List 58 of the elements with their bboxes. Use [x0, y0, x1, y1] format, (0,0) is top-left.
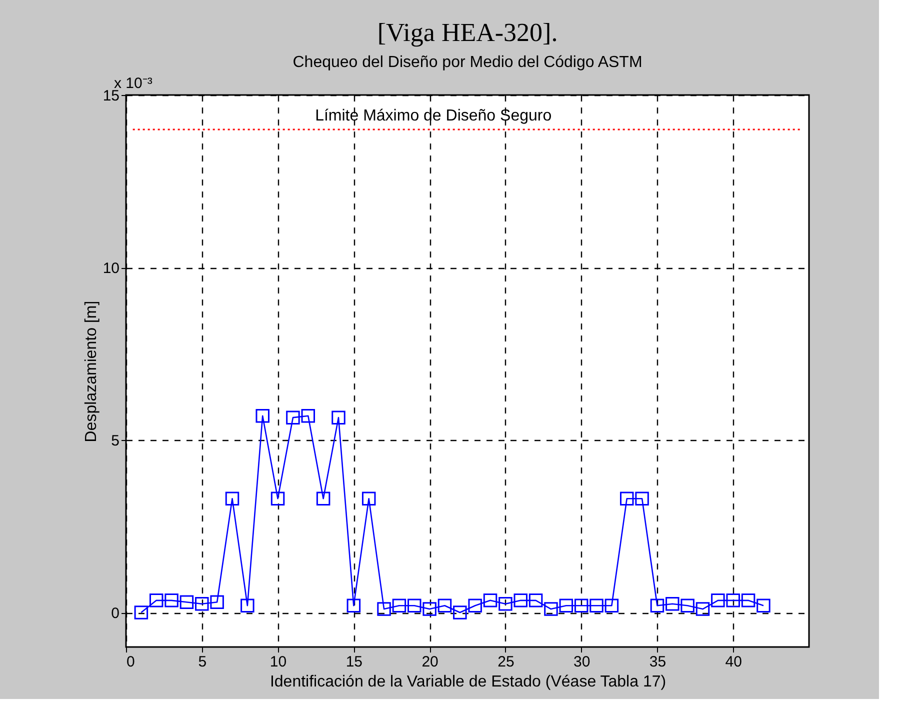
point [574, 598, 588, 612]
point [362, 492, 376, 506]
point [392, 598, 406, 612]
y-axis-title: Desplazamiento [m] [82, 300, 100, 442]
point [164, 594, 178, 608]
x-tick-label: 15 [346, 654, 363, 670]
point [286, 410, 300, 424]
point [377, 602, 391, 616]
point [240, 598, 254, 612]
point [408, 598, 422, 612]
y-tick-label: 5 [111, 432, 120, 450]
point [666, 597, 680, 611]
x-tick-label: 25 [498, 654, 514, 670]
point [210, 595, 224, 610]
x-tick-label: 20 [422, 654, 438, 670]
x-tick-label: 0 [126, 654, 135, 670]
x-tick-label: 30 [573, 654, 590, 670]
point [225, 492, 240, 506]
point [559, 598, 574, 612]
y-tick-label: 10 [102, 260, 120, 277]
point [422, 602, 436, 616]
x-tick-label: 40 [725, 654, 742, 670]
point [528, 594, 543, 608]
point [468, 598, 482, 612]
x-tick-label: 35 [649, 654, 666, 670]
point [680, 598, 694, 612]
y-tick-label: 0 [111, 605, 120, 622]
point [498, 597, 512, 611]
point [180, 595, 194, 610]
point [346, 598, 361, 612]
point [590, 598, 604, 612]
point [332, 410, 346, 424]
point [301, 408, 316, 423]
point [453, 606, 467, 620]
chart-title: Chequeo del Diseño por Medio del Código ASTM [292, 54, 642, 71]
text: [Viga HEA-320]. [377, 18, 558, 47]
point [620, 492, 634, 506]
x-axis-title: Identificación de la Variable de Estado (Véase Tabla 17) [270, 674, 666, 690]
point [256, 408, 270, 423]
point [604, 598, 619, 612]
point [316, 492, 330, 506]
x-tick-label: 10 [270, 654, 287, 670]
point [696, 602, 710, 616]
point [711, 594, 725, 608]
point [635, 492, 649, 506]
point [514, 594, 528, 608]
point [483, 594, 498, 608]
point [726, 594, 740, 608]
x-tick-label: 5 [198, 654, 207, 670]
point [741, 594, 756, 608]
point [438, 598, 452, 612]
point [149, 594, 164, 608]
point [756, 598, 770, 612]
point [544, 602, 558, 616]
point [134, 606, 148, 620]
point [195, 597, 209, 611]
point [270, 492, 285, 506]
point [650, 598, 664, 612]
